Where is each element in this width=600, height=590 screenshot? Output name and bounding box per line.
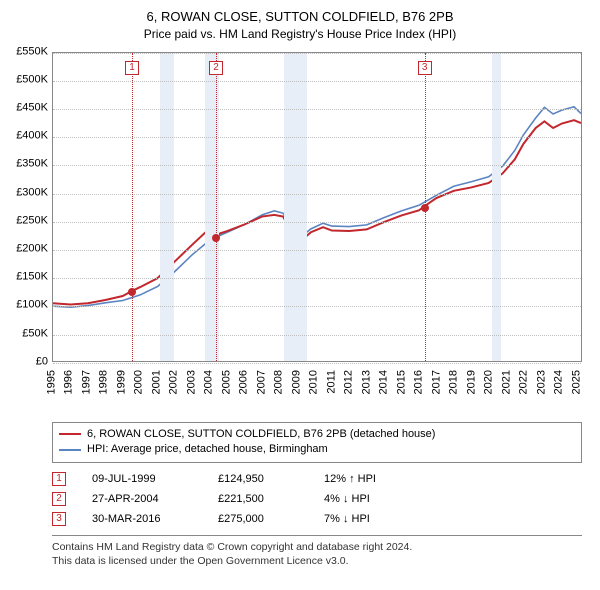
chart-container: 1 2 3 £0 £50K £100K £150K £200K £250K £300K £350K… xyxy=(10,46,590,416)
sales-row-delta: 12% ↑ HPI xyxy=(324,473,424,485)
y-tick-label: £200K xyxy=(8,244,48,255)
sales-row-delta: 4% ↓ HPI xyxy=(324,493,424,505)
x-tick-label: 2024 xyxy=(554,370,565,394)
x-tick-label: 2014 xyxy=(379,370,390,394)
sales-row-date: 09-JUL-1999 xyxy=(92,473,192,485)
sale-marker-box: 1 xyxy=(125,61,139,75)
sales-row: 3 30-MAR-2016 £275,000 7% ↓ HPI xyxy=(52,509,582,529)
y-tick-label: £350K xyxy=(8,159,48,170)
sales-row-date: 27-APR-2004 xyxy=(92,493,192,505)
x-tick-label: 2001 xyxy=(151,370,162,394)
x-tick-label: 2009 xyxy=(291,370,302,394)
x-tick-label: 2008 xyxy=(274,370,285,394)
x-tick-label: 2007 xyxy=(256,370,267,394)
legend-swatch xyxy=(59,449,81,451)
x-tick-label: 1995 xyxy=(47,370,58,394)
x-tick-label: 2020 xyxy=(484,370,495,394)
sales-row: 2 27-APR-2004 £221,500 4% ↓ HPI xyxy=(52,489,582,509)
chart-title-block: 6, ROWAN CLOSE, SUTTON COLDFIELD, B76 2P… xyxy=(10,8,590,42)
x-tick-label: 2021 xyxy=(501,370,512,394)
x-tick-label: 2016 xyxy=(414,370,425,394)
legend-box: 6, ROWAN CLOSE, SUTTON COLDFIELD, B76 2P… xyxy=(52,422,582,463)
x-tick-label: 2022 xyxy=(519,370,530,394)
sale-dot xyxy=(128,288,136,296)
chart-title-main: 6, ROWAN CLOSE, SUTTON COLDFIELD, B76 2P… xyxy=(10,8,590,26)
sales-row-price: £124,950 xyxy=(218,473,298,485)
sales-row-marker: 2 xyxy=(52,492,66,506)
sales-row-delta: 7% ↓ HPI xyxy=(324,513,424,525)
sales-row-price: £221,500 xyxy=(218,493,298,505)
x-tick-label: 2013 xyxy=(361,370,372,394)
sale-marker-line xyxy=(216,53,217,361)
footer-line-2: This data is licensed under the Open Gov… xyxy=(52,554,582,568)
sales-row-marker: 1 xyxy=(52,472,66,486)
y-tick-label: £250K xyxy=(8,215,48,226)
recession-band xyxy=(492,53,501,361)
recession-band xyxy=(160,53,174,361)
y-tick-label: £400K xyxy=(8,131,48,142)
sale-marker-box: 3 xyxy=(418,61,432,75)
sale-marker-line xyxy=(132,53,133,361)
y-tick-label: £0 xyxy=(8,356,48,367)
footer-line-1: Contains HM Land Registry data © Crown c… xyxy=(52,540,582,554)
recession-band xyxy=(284,53,307,361)
plot-area: 1 2 3 xyxy=(52,52,582,362)
sales-row-price: £275,000 xyxy=(218,513,298,525)
gridline-horizontal xyxy=(53,363,581,364)
x-tick-label: 2005 xyxy=(221,370,232,394)
x-tick-label: 2012 xyxy=(344,370,355,394)
sales-row: 1 09-JUL-1999 £124,950 12% ↑ HPI xyxy=(52,469,582,489)
y-tick-label: £100K xyxy=(8,300,48,311)
legend-row: 6, ROWAN CLOSE, SUTTON COLDFIELD, B76 2P… xyxy=(59,427,575,442)
x-tick-label: 1997 xyxy=(81,370,92,394)
legend-label: HPI: Average price, detached house, Birm… xyxy=(87,442,328,457)
y-tick-label: £50K xyxy=(8,328,48,339)
y-tick-label: £500K xyxy=(8,74,48,85)
x-tick-label: 2010 xyxy=(309,370,320,394)
x-tick-label: 2004 xyxy=(204,370,215,394)
sales-row-marker: 3 xyxy=(52,512,66,526)
recession-band xyxy=(205,53,219,361)
chart-title-sub: Price paid vs. HM Land Registry's House … xyxy=(10,26,590,42)
sales-row-date: 30-MAR-2016 xyxy=(92,513,192,525)
legend-swatch xyxy=(59,433,81,435)
x-tick-label: 2003 xyxy=(186,370,197,394)
x-tick-label: 2019 xyxy=(466,370,477,394)
y-tick-label: £150K xyxy=(8,272,48,283)
legend-label: 6, ROWAN CLOSE, SUTTON COLDFIELD, B76 2P… xyxy=(87,427,435,442)
x-tick-label: 1996 xyxy=(64,370,75,394)
x-tick-label: 2006 xyxy=(239,370,250,394)
footer-note: Contains HM Land Registry data © Crown c… xyxy=(52,535,582,568)
sale-marker-box: 2 xyxy=(209,61,223,75)
x-tick-label: 2011 xyxy=(326,370,337,394)
x-tick-label: 2018 xyxy=(449,370,460,394)
sale-dot xyxy=(212,234,220,242)
sales-table: 1 09-JUL-1999 £124,950 12% ↑ HPI 2 27-APR-200… xyxy=(52,469,582,529)
y-tick-label: £550K xyxy=(8,46,48,57)
x-tick-label: 2000 xyxy=(134,370,145,394)
x-tick-label: 2023 xyxy=(536,370,547,394)
x-tick-label: 2002 xyxy=(169,370,180,394)
x-tick-label: 2017 xyxy=(431,370,442,394)
x-tick-label: 1999 xyxy=(116,370,127,394)
legend-row: HPI: Average price, detached house, Birm… xyxy=(59,442,575,457)
sale-dot xyxy=(421,204,429,212)
x-tick-label: 2025 xyxy=(571,370,582,394)
y-tick-label: £300K xyxy=(8,187,48,198)
x-tick-label: 1998 xyxy=(99,370,110,394)
x-tick-label: 2015 xyxy=(396,370,407,394)
y-tick-label: £450K xyxy=(8,103,48,114)
